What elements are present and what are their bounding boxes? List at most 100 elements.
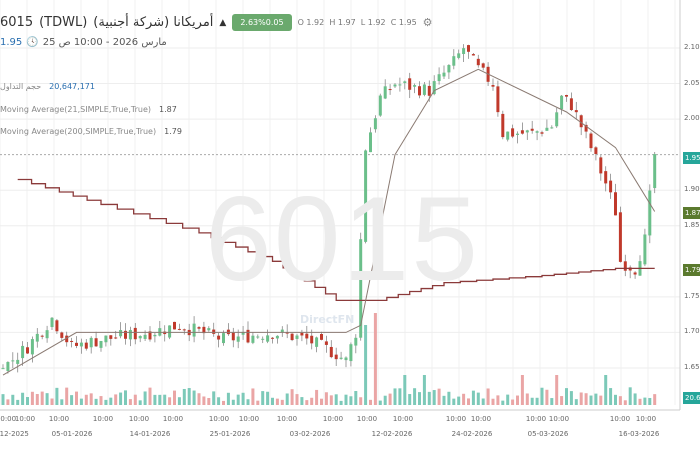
volume-bar bbox=[447, 391, 451, 405]
time-tick: 10:00 bbox=[276, 415, 298, 423]
volume-bar bbox=[535, 397, 539, 405]
volume-bar bbox=[207, 397, 211, 405]
time-tick: 10:00 bbox=[525, 415, 547, 423]
volume-bar bbox=[609, 388, 613, 405]
candle-body bbox=[251, 335, 255, 343]
candle-body bbox=[231, 332, 235, 341]
symbol-code: 6015 bbox=[0, 15, 34, 30]
candle-body bbox=[525, 130, 529, 133]
ma200-line bbox=[17, 178, 655, 302]
candle-body bbox=[467, 45, 470, 52]
volume-bar bbox=[383, 395, 387, 405]
ma21-tag: 1.87 bbox=[683, 207, 700, 219]
candle-body bbox=[6, 361, 10, 371]
volume-bar bbox=[579, 392, 583, 405]
volume-bar bbox=[462, 393, 466, 405]
volume-bar bbox=[35, 394, 39, 405]
date-tick: 03-02-2026 bbox=[289, 430, 331, 438]
candle-body bbox=[432, 81, 436, 95]
candle-body bbox=[241, 331, 245, 335]
candle-body bbox=[354, 337, 358, 346]
candle-body bbox=[226, 329, 230, 335]
candle-body bbox=[398, 84, 402, 86]
candle-body bbox=[16, 359, 20, 364]
volume-bar bbox=[486, 388, 490, 405]
volume-bar bbox=[217, 397, 221, 405]
volume-bar bbox=[320, 398, 323, 405]
volume-bar bbox=[256, 400, 260, 405]
candle-body bbox=[133, 327, 137, 340]
volume-bar bbox=[163, 394, 167, 405]
volume-bar bbox=[26, 397, 29, 405]
candle-body bbox=[158, 328, 162, 336]
candle-body bbox=[452, 56, 456, 66]
candle-body bbox=[114, 337, 118, 339]
volume-bar bbox=[506, 394, 510, 405]
volume-bar bbox=[124, 390, 127, 405]
candle-body bbox=[594, 147, 598, 154]
gear-icon[interactable]: ⚙ bbox=[422, 16, 433, 29]
volume-bar bbox=[589, 395, 593, 405]
candle-body bbox=[50, 317, 54, 328]
candle-body bbox=[280, 329, 284, 333]
volume-bar bbox=[45, 393, 49, 405]
legend-ma21[interactable]: Moving Average(21,SIMPLE,True,True) 1.87 bbox=[0, 105, 177, 114]
volume-bar bbox=[148, 387, 152, 405]
time-tick: 10:00 bbox=[635, 415, 657, 423]
volume-bar bbox=[55, 387, 59, 405]
volume-bar bbox=[182, 388, 186, 405]
candle-body bbox=[192, 323, 196, 337]
volume-bar bbox=[584, 393, 588, 405]
candle-body bbox=[295, 335, 299, 339]
candle-body bbox=[290, 333, 294, 341]
volume-bar bbox=[231, 399, 235, 405]
candle-body bbox=[261, 338, 265, 340]
candle-body bbox=[569, 98, 573, 111]
volume-bar bbox=[138, 400, 142, 405]
volume-bar bbox=[285, 393, 289, 405]
candle-body bbox=[324, 341, 328, 345]
candle-body bbox=[217, 335, 221, 340]
legend-volume[interactable]: حجم التداول 20,647,171 bbox=[0, 82, 95, 91]
volume-bar bbox=[212, 391, 216, 405]
volume-bar bbox=[280, 399, 284, 405]
legend-ma200[interactable]: Moving Average(200,SIMPLE,True,True) 1.79 bbox=[0, 127, 182, 136]
candle-body bbox=[442, 72, 446, 77]
candle-body bbox=[574, 110, 578, 113]
volume-bar bbox=[21, 392, 25, 405]
volume-bar bbox=[114, 394, 118, 405]
price-tick: 2.00 bbox=[684, 114, 700, 123]
candle-body bbox=[1, 368, 5, 370]
candle-body bbox=[104, 335, 108, 343]
volume-bar bbox=[246, 399, 250, 405]
price-tick: 1.65 bbox=[684, 362, 700, 371]
volume-bar bbox=[427, 391, 431, 405]
last-price-row: 1.95 🕓 25 مارس 2026 - 10:00 ص bbox=[0, 37, 167, 48]
volume-bar bbox=[173, 390, 176, 405]
time-tick: 10:00 bbox=[322, 415, 344, 423]
candle-body bbox=[310, 335, 314, 344]
volume-bar bbox=[569, 391, 573, 405]
volume-bar bbox=[300, 397, 304, 405]
candle-body bbox=[604, 171, 608, 184]
candle-body bbox=[55, 320, 59, 332]
volume-bar bbox=[275, 398, 279, 405]
volume-bar bbox=[413, 388, 417, 405]
candle-body bbox=[138, 336, 142, 339]
volume-bar bbox=[329, 395, 333, 405]
candle-body bbox=[84, 342, 88, 349]
time-tick: 10:00 bbox=[445, 415, 467, 423]
volume-bar bbox=[364, 325, 368, 405]
candle-body bbox=[378, 95, 382, 116]
change-badge: 2.63%0.05 bbox=[232, 14, 292, 31]
date-tick: -12-2025 bbox=[0, 430, 29, 438]
date-tick: 24-02-2026 bbox=[451, 430, 493, 438]
candle-body bbox=[89, 337, 93, 348]
volume-bar bbox=[30, 391, 34, 405]
volume-bar bbox=[623, 400, 627, 405]
volume-bar bbox=[143, 391, 147, 405]
volume-bar bbox=[481, 398, 485, 405]
candle-body bbox=[305, 333, 309, 339]
volume-bar bbox=[467, 398, 470, 405]
